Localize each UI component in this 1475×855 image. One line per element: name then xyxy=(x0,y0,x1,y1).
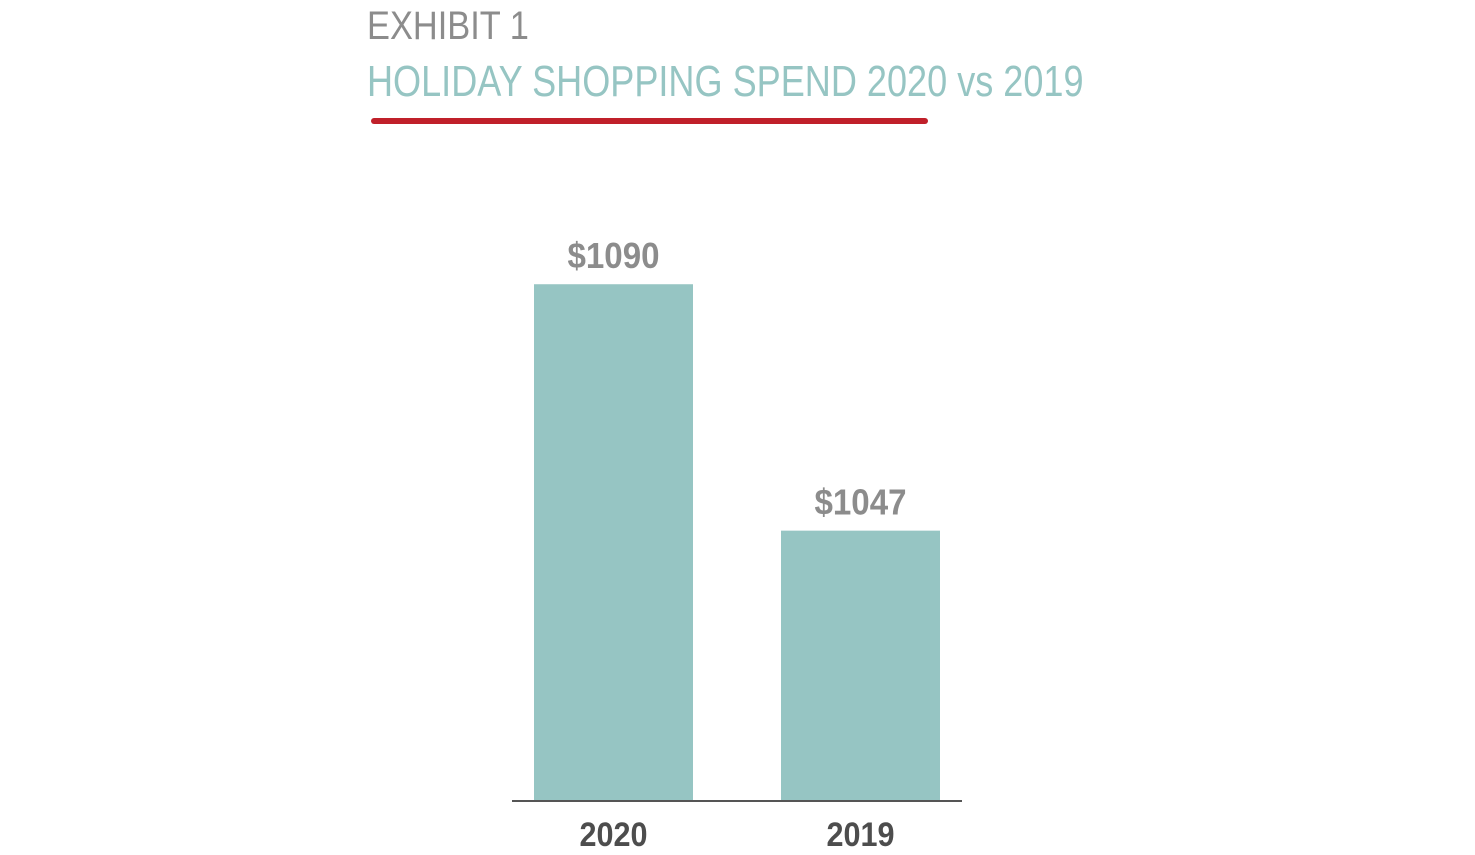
value-label-2020: $1090 xyxy=(568,235,660,276)
value-label-2019: $1047 xyxy=(815,482,907,523)
title-underline xyxy=(371,118,928,124)
bars-layer xyxy=(534,284,940,800)
exhibit-label: EXHIBIT 1 xyxy=(367,4,529,48)
bar-2020 xyxy=(534,284,693,800)
chart-title: HOLIDAY SHOPPING SPEND 2020 vs 2019 xyxy=(367,57,1084,106)
x-tick-label-2019: 2019 xyxy=(827,816,895,854)
bar-2019 xyxy=(781,530,940,800)
x-tick-label-2020: 2020 xyxy=(580,816,648,854)
labels-layer: $1090 2020 $1047 2019 xyxy=(568,235,907,854)
